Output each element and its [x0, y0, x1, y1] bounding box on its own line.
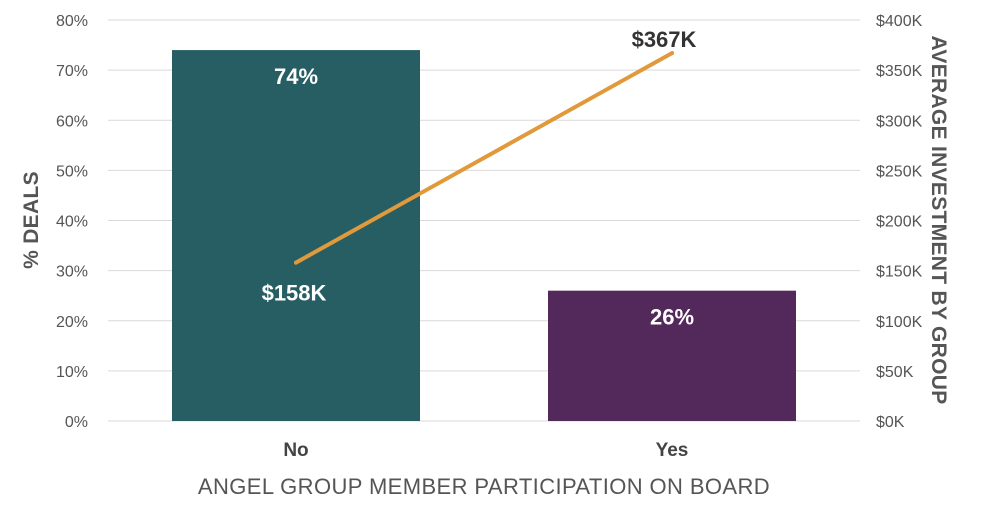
- right-tick-label: $50K: [876, 364, 914, 381]
- left-tick-label: 50%: [56, 163, 88, 180]
- bar-series: [172, 50, 796, 421]
- x-axis-title: ANGEL GROUP MEMBER PARTICIPATION ON BOAR…: [198, 474, 770, 499]
- line-point: [670, 51, 674, 56]
- right-axis-ticks: $0K $50K $100K $150K $200K $250K $300K $350K $40…: [876, 13, 923, 431]
- left-tick-label: 10%: [56, 364, 88, 381]
- bar-value-label: 26%: [650, 305, 694, 330]
- right-tick-label: $200K: [876, 214, 923, 231]
- right-tick-label: $0K: [876, 414, 905, 431]
- category-label: No: [283, 440, 308, 461]
- left-tick-label: 0%: [65, 414, 88, 431]
- left-tick-label: 40%: [56, 214, 88, 231]
- data-labels: 74% 26% $158K $367K: [262, 27, 697, 330]
- right-tick-label: $300K: [876, 113, 923, 130]
- right-tick-label: $400K: [876, 13, 923, 30]
- left-tick-label: 60%: [56, 113, 88, 130]
- investment-line: [294, 51, 674, 265]
- left-tick-label: 20%: [56, 314, 88, 331]
- bar-yes: [548, 290, 796, 421]
- line-value-label: $158K: [262, 281, 327, 306]
- line-point: [294, 260, 298, 265]
- right-tick-label: $100K: [876, 314, 923, 331]
- right-axis-title: AVERAGE INVESTMENT BY GROUP: [927, 35, 950, 404]
- line-series: [294, 51, 674, 265]
- left-axis-title: % DEALS: [20, 171, 43, 269]
- left-tick-label: 80%: [56, 13, 88, 30]
- bar-value-label: 74%: [274, 64, 318, 89]
- category-label: Yes: [656, 440, 689, 461]
- right-tick-label: $250K: [876, 163, 923, 180]
- left-tick-label: 70%: [56, 63, 88, 80]
- right-tick-label: $150K: [876, 264, 923, 281]
- left-tick-label: 30%: [56, 264, 88, 281]
- x-axis-categories: No Yes: [283, 440, 688, 461]
- left-axis-ticks: 0% 10% 20% 30% 40% 50% 60% 70% 80%: [56, 13, 88, 431]
- bar-no: [172, 50, 420, 421]
- right-tick-label: $350K: [876, 63, 923, 80]
- line-value-label: $367K: [632, 27, 697, 52]
